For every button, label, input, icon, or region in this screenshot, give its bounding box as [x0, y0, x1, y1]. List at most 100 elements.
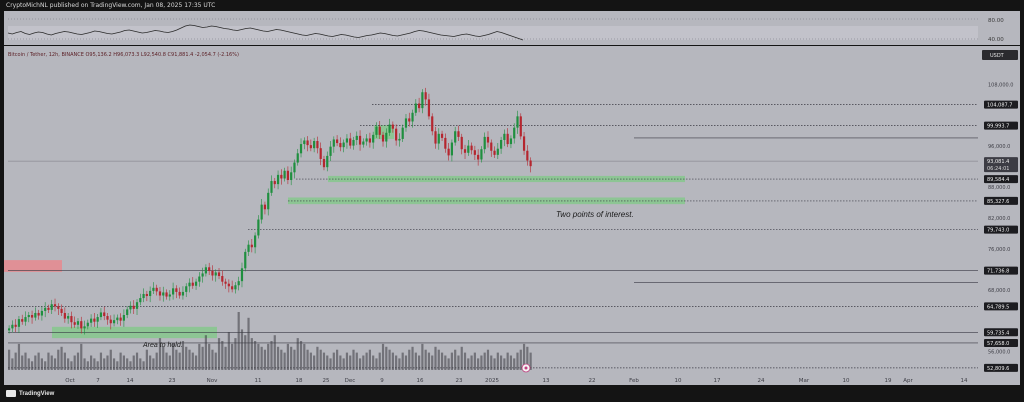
volume-bar	[490, 355, 493, 370]
candle-body	[194, 281, 198, 286]
volume-bar	[280, 349, 283, 370]
indicator-scale-80: 80.00	[988, 18, 1004, 24]
candle-body	[280, 174, 283, 179]
volume-bar	[96, 361, 99, 370]
volume-bar	[178, 352, 181, 370]
volume-bar	[139, 358, 142, 370]
price-level-label: 99,993.7	[987, 124, 1009, 130]
volume-bar	[145, 349, 148, 370]
volume-bar	[175, 349, 178, 370]
volume-bar	[224, 346, 227, 370]
candle-body	[503, 133, 506, 140]
time-tick-label: 23	[456, 378, 463, 384]
price-axis: USDT 108,000.0 96,000.0 88,000.0 82,000.0 76…	[982, 50, 1018, 372]
candle-body	[234, 285, 237, 290]
candle-body	[470, 145, 473, 151]
volume-bar	[276, 346, 280, 370]
volume-bar	[329, 358, 332, 370]
volume-bar	[67, 358, 70, 370]
volume-bar	[283, 352, 286, 370]
candle-body	[83, 326, 86, 329]
candle-body	[201, 273, 204, 277]
price-tick-label: 108,000.0	[988, 83, 1013, 89]
annotation-two-points: Two points of interest.	[556, 210, 634, 219]
candle-body	[316, 141, 319, 149]
volume-bar	[93, 358, 96, 370]
candle-body	[306, 140, 309, 146]
candle-body	[149, 290, 152, 297]
candle-body	[349, 138, 352, 146]
chart-canvas[interactable]: 80.00 40.00 Bitcoin / Tether, 12h, BINAN…	[0, 0, 1024, 386]
time-tick-label: 16	[417, 378, 424, 384]
volume-bar	[391, 352, 394, 370]
candle-body	[221, 276, 224, 282]
candle-body	[267, 192, 270, 210]
candle-body	[375, 126, 378, 135]
volume-bar	[352, 349, 355, 370]
candle-body	[11, 324, 14, 329]
volume-bar	[103, 358, 106, 370]
volume-bar	[24, 352, 27, 370]
candle-body	[155, 287, 158, 292]
volume-bar	[513, 358, 516, 370]
candle-body	[14, 324, 17, 327]
volume-bar	[411, 346, 414, 370]
price-level-badge	[984, 225, 1018, 234]
candle-body	[332, 139, 335, 147]
current-price-badge	[984, 157, 1018, 173]
candle-body	[250, 244, 253, 248]
candle-body	[21, 319, 24, 322]
currency-label: USDT	[990, 53, 1005, 59]
candle-body	[434, 131, 437, 144]
candle-body	[385, 132, 388, 142]
volume-bar	[234, 338, 237, 370]
volume-bar	[34, 355, 37, 370]
candle-body	[519, 116, 522, 137]
volume-bar	[21, 355, 24, 370]
volume-bar	[70, 361, 73, 370]
volume-bar	[470, 355, 473, 370]
candle-body	[460, 136, 463, 150]
candle-body	[276, 174, 280, 185]
volume-bar	[516, 352, 519, 370]
candle-body	[437, 133, 440, 144]
volume-bar	[247, 317, 250, 370]
candle-body	[404, 118, 408, 128]
time-tick-label: Oct	[65, 378, 75, 384]
volume-bar	[76, 352, 80, 370]
volume-bar	[388, 349, 391, 370]
volume-bar	[181, 341, 185, 370]
volume-bar	[165, 352, 168, 370]
candle-body	[152, 287, 155, 291]
candle-body	[378, 126, 381, 135]
indicator-scale-40: 40.00	[988, 37, 1004, 43]
replay-icon[interactable]	[521, 363, 531, 373]
volume-bar	[254, 341, 257, 370]
candle-body	[480, 149, 483, 160]
candle-body	[119, 317, 122, 321]
volume-bar	[211, 349, 214, 370]
candle-body	[431, 116, 434, 132]
candle-body	[165, 292, 168, 297]
volume-bar	[326, 355, 329, 370]
candle-body	[388, 124, 391, 133]
candle-body	[260, 204, 263, 220]
candle-body	[47, 307, 50, 310]
candle-body	[204, 267, 207, 274]
tradingview-logo[interactable]: TradingView	[6, 390, 54, 397]
volume-bar	[135, 352, 139, 370]
volume-bar	[457, 355, 460, 370]
candle-body	[224, 281, 227, 284]
volume-bar	[437, 349, 440, 370]
candle-body	[172, 288, 175, 295]
candle-body	[109, 319, 112, 324]
candle-body	[421, 92, 424, 109]
time-tick-label: 25	[323, 378, 330, 384]
candle-body	[427, 99, 431, 117]
candle-body	[522, 136, 526, 151]
volume-bar	[358, 358, 362, 370]
candle-body	[181, 291, 185, 296]
volume-bar	[257, 343, 260, 370]
candle-body	[270, 181, 273, 193]
volume-bar	[339, 355, 342, 370]
